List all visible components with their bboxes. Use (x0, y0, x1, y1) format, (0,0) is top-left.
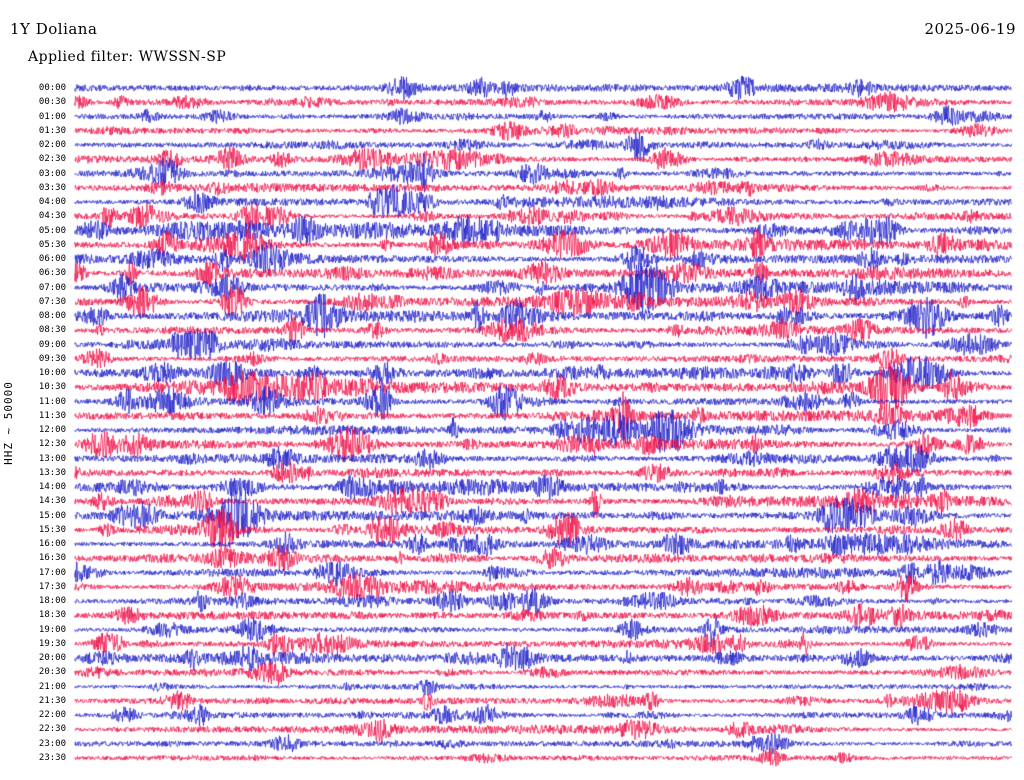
time-label: 00:30 (38, 97, 66, 108)
time-label: 16:00 (38, 539, 66, 550)
time-label: 06:00 (38, 254, 66, 265)
time-label: 00:00 (38, 83, 66, 93)
time-label: 07:30 (38, 296, 66, 307)
time-label: 18:00 (38, 596, 66, 607)
time-label: 15:00 (38, 510, 66, 521)
time-label: 16:30 (38, 553, 66, 564)
time-label: 05:00 (38, 225, 66, 236)
time-label: 02:00 (38, 140, 66, 151)
time-label: 11:00 (38, 396, 66, 407)
time-label: 06:30 (38, 268, 66, 279)
time-label: 02:30 (38, 154, 66, 165)
time-label: 21:30 (38, 695, 66, 706)
time-label: 04:00 (38, 197, 66, 208)
time-label: 03:00 (38, 168, 66, 179)
time-label: 17:00 (38, 567, 66, 578)
time-label: 22:30 (38, 724, 66, 735)
time-label-column: 00:00 00:30 01:00 01:30 02:00 02:30 03:00 03:30… (0, 0, 66, 780)
time-label: 23:00 (38, 738, 66, 749)
time-label: 01:30 (38, 125, 66, 136)
time-label: 07:00 (38, 282, 66, 293)
time-label: 09:00 (38, 339, 66, 350)
time-label: 20:00 (38, 653, 66, 664)
time-label: 19:30 (38, 638, 66, 649)
time-label: 13:30 (38, 467, 66, 478)
time-label: 20:30 (38, 667, 66, 678)
time-label: 10:00 (38, 368, 66, 379)
time-label: 12:00 (38, 425, 66, 436)
time-label: 17:30 (38, 581, 66, 592)
time-label: 23:30 (38, 752, 66, 763)
time-label: 08:30 (38, 325, 66, 336)
time-label: 05:30 (38, 239, 66, 250)
time-label: 09:30 (38, 353, 66, 364)
time-label: 14:00 (38, 482, 66, 493)
time-label: 21:00 (38, 681, 66, 692)
time-label: 22:00 (38, 710, 66, 721)
time-label: 10:30 (38, 382, 66, 393)
time-label: 12:30 (38, 439, 66, 450)
time-label: 14:30 (38, 496, 66, 507)
time-label: 15:30 (38, 524, 66, 535)
time-label: 18:30 (38, 610, 66, 621)
time-label: 04:30 (38, 211, 66, 222)
time-label: 01:00 (38, 111, 66, 122)
time-label: 19:00 (38, 624, 66, 635)
time-label: 08:00 (38, 311, 66, 322)
time-label: 11:30 (38, 410, 66, 421)
time-label: 13:00 (38, 453, 66, 464)
time-label: 03:30 (38, 182, 66, 193)
